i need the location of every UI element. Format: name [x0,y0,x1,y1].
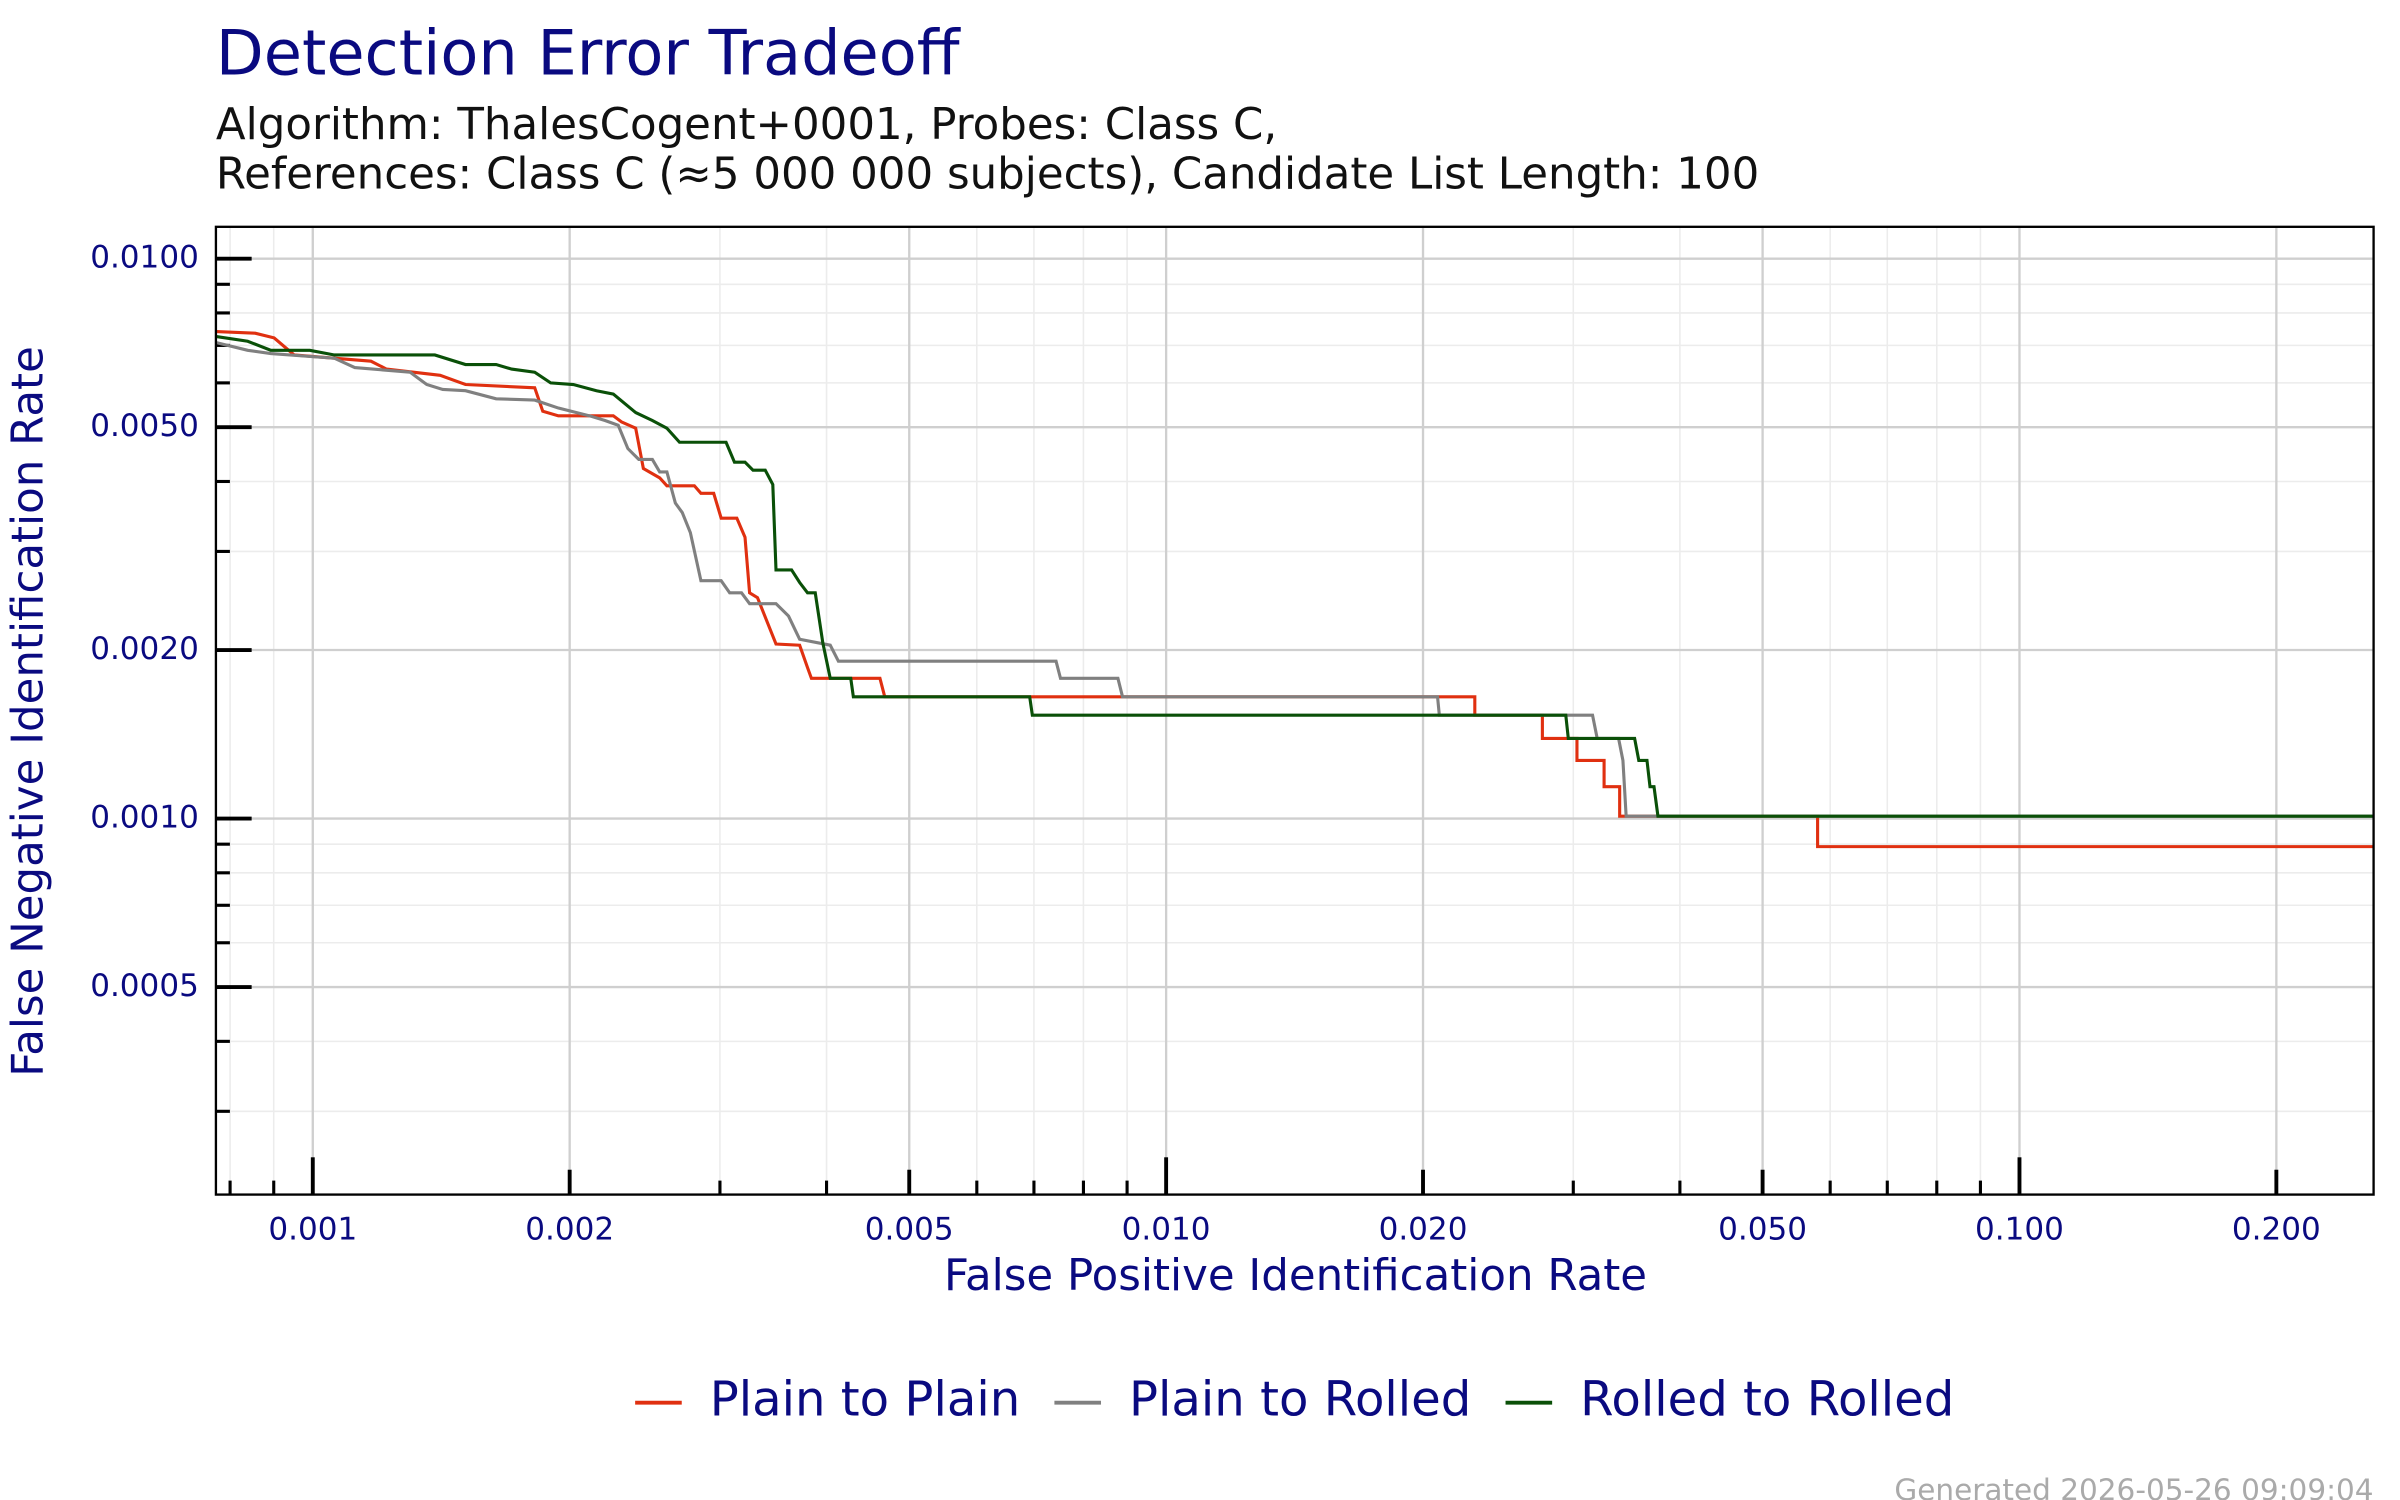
x-tick-label: 0.050 [1718,1211,1807,1247]
chart-subtitle: References: Class C (≈5 000 000 subjects… [216,150,1759,200]
x-tick-label: 0.020 [1379,1211,1468,1247]
series-line [216,341,2374,818]
x-tick-label: 0.002 [525,1211,614,1247]
y-tick-label: 0.0010 [90,800,199,836]
legend-label: Plain to Plain [710,1372,1021,1428]
y-axis-label: False Negative Identification Rate [4,346,54,1077]
footer: Generated 2026-05-26 09:09:04 [1894,1473,2373,1500]
plot-border [214,225,2375,1196]
legend-label: Plain to Rolled [1129,1372,1471,1428]
y-tick-label: 0.0020 [90,631,199,667]
x-axis-label: False Positive Identification Rate [944,1251,1647,1301]
series-line [216,334,2374,818]
y-tick-label: 0.0050 [90,408,199,444]
y-tick-label: 0.0005 [90,968,199,1004]
x-tick-label: 0.005 [865,1211,954,1247]
x-tick-label: 0.010 [1122,1211,1211,1247]
legend-label: Rolled to Rolled [1580,1372,1954,1428]
chart-title: Detection Error Tradeoff [216,17,961,90]
x-tick-label: 0.001 [268,1211,357,1247]
chart-subtitle: Algorithm: ThalesCogent+0001, Probes: Cl… [216,100,1277,150]
y-tick-label: 0.0100 [90,240,199,276]
x-tick-label: 0.200 [2232,1211,2321,1247]
series-line [216,330,2374,849]
x-tick-label: 0.100 [1975,1211,2064,1247]
